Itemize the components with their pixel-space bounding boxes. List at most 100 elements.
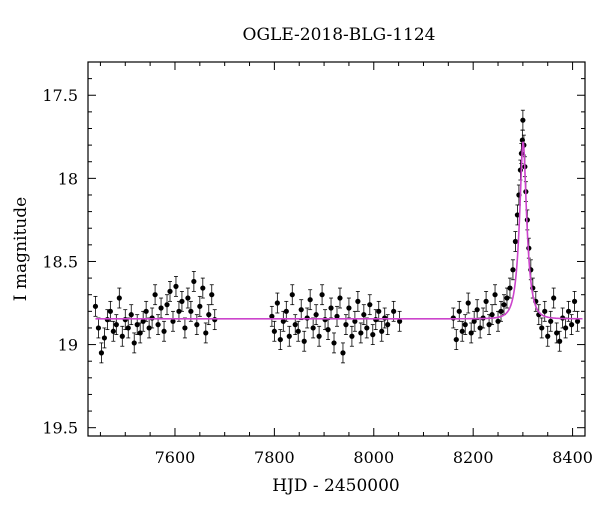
data-point: [364, 325, 370, 331]
data-point: [514, 212, 521, 218]
data-point: [358, 330, 364, 336]
data-point: [328, 305, 334, 311]
axis-ticks: [88, 62, 585, 436]
plot-frame: [87, 61, 586, 437]
data-point: [310, 325, 316, 331]
data-point: [313, 312, 319, 318]
y-axis-label: I magnitude: [11, 197, 31, 301]
data-point: [545, 333, 551, 339]
data-point: [548, 318, 554, 324]
data-point: [271, 328, 277, 334]
data-point: [465, 300, 471, 306]
y-tick-label: 17.5: [42, 86, 78, 105]
data-point: [565, 308, 572, 314]
data-point: [319, 292, 325, 298]
data-point: [397, 318, 403, 324]
data-point: [340, 350, 346, 356]
data-point: [307, 297, 313, 303]
data-point: [391, 308, 397, 314]
data-point: [143, 308, 149, 314]
data-point: [462, 322, 468, 328]
data-point: [185, 295, 191, 301]
data-point: [355, 298, 361, 304]
data-point: [140, 318, 146, 324]
data-point: [149, 315, 155, 321]
data-point: [164, 302, 170, 308]
data-point: [504, 295, 510, 301]
data-point: [477, 325, 483, 331]
data-point: [542, 308, 548, 314]
data-point: [182, 325, 188, 331]
data-point: [456, 308, 462, 314]
y-tick-label: 18: [58, 169, 78, 188]
data-point: [101, 335, 108, 341]
data-point: [492, 292, 498, 298]
data-point: [453, 336, 459, 343]
data-point: [334, 313, 340, 319]
x-tick-label: 8000: [353, 448, 394, 467]
data-point: [352, 318, 358, 324]
data-point: [370, 332, 376, 338]
data-point: [495, 318, 501, 324]
x-tick-label: 8400: [552, 448, 593, 467]
data-point: [155, 322, 161, 328]
data-point: [200, 285, 206, 291]
data-point: [382, 315, 388, 321]
data-point: [574, 318, 581, 324]
data-point: [483, 298, 489, 304]
data-point: [316, 333, 322, 339]
data-point: [269, 313, 275, 319]
data-point: [349, 333, 355, 339]
data-point: [501, 302, 507, 308]
data-point: [176, 308, 182, 314]
data-point: [292, 322, 298, 328]
data-point: [289, 292, 295, 298]
data-point: [277, 336, 283, 343]
y-tick-label: 18.5: [42, 252, 78, 271]
data-point: [128, 312, 134, 318]
data-point: [337, 295, 343, 301]
data-point: [325, 327, 331, 333]
data-point: [507, 285, 513, 291]
data-point: [510, 267, 516, 273]
data-points: [92, 109, 581, 364]
data-point: [520, 117, 526, 123]
data-point: [167, 288, 173, 294]
x-tick-label: 8200: [453, 448, 494, 467]
data-point: [119, 333, 125, 339]
data-point: [367, 302, 373, 308]
data-point: [498, 308, 504, 314]
data-point: [170, 318, 176, 324]
axis-tick-labels: 7600 7800 8000 8200 8400 17.5 18 18.5 19 19.5: [42, 86, 593, 467]
data-point: [191, 278, 197, 285]
data-point: [331, 340, 337, 346]
data-point: [474, 307, 480, 313]
data-point: [125, 325, 131, 331]
data-point: [489, 312, 495, 318]
data-point: [92, 303, 99, 309]
data-point: [197, 303, 203, 309]
data-point: [379, 328, 385, 334]
data-point: [113, 322, 119, 328]
data-point: [110, 328, 116, 334]
x-tick-label: 7600: [155, 448, 196, 467]
y-tick-label: 19.5: [42, 419, 78, 438]
data-point: [188, 308, 194, 314]
data-point: [298, 307, 304, 313]
data-point: [98, 350, 105, 356]
data-point: [539, 325, 545, 331]
data-point: [158, 305, 164, 311]
data-point: [203, 330, 209, 336]
data-point: [376, 308, 382, 314]
data-point: [557, 338, 563, 344]
data-point: [95, 325, 102, 331]
data-point: [459, 328, 465, 334]
data-point: [568, 322, 575, 328]
data-point: [173, 283, 179, 289]
data-point: [343, 322, 349, 328]
data-point: [346, 305, 352, 311]
chart-title: OGLE-2018-BLG-1124: [243, 25, 436, 45]
data-point: [361, 312, 367, 318]
data-point: [209, 292, 215, 298]
